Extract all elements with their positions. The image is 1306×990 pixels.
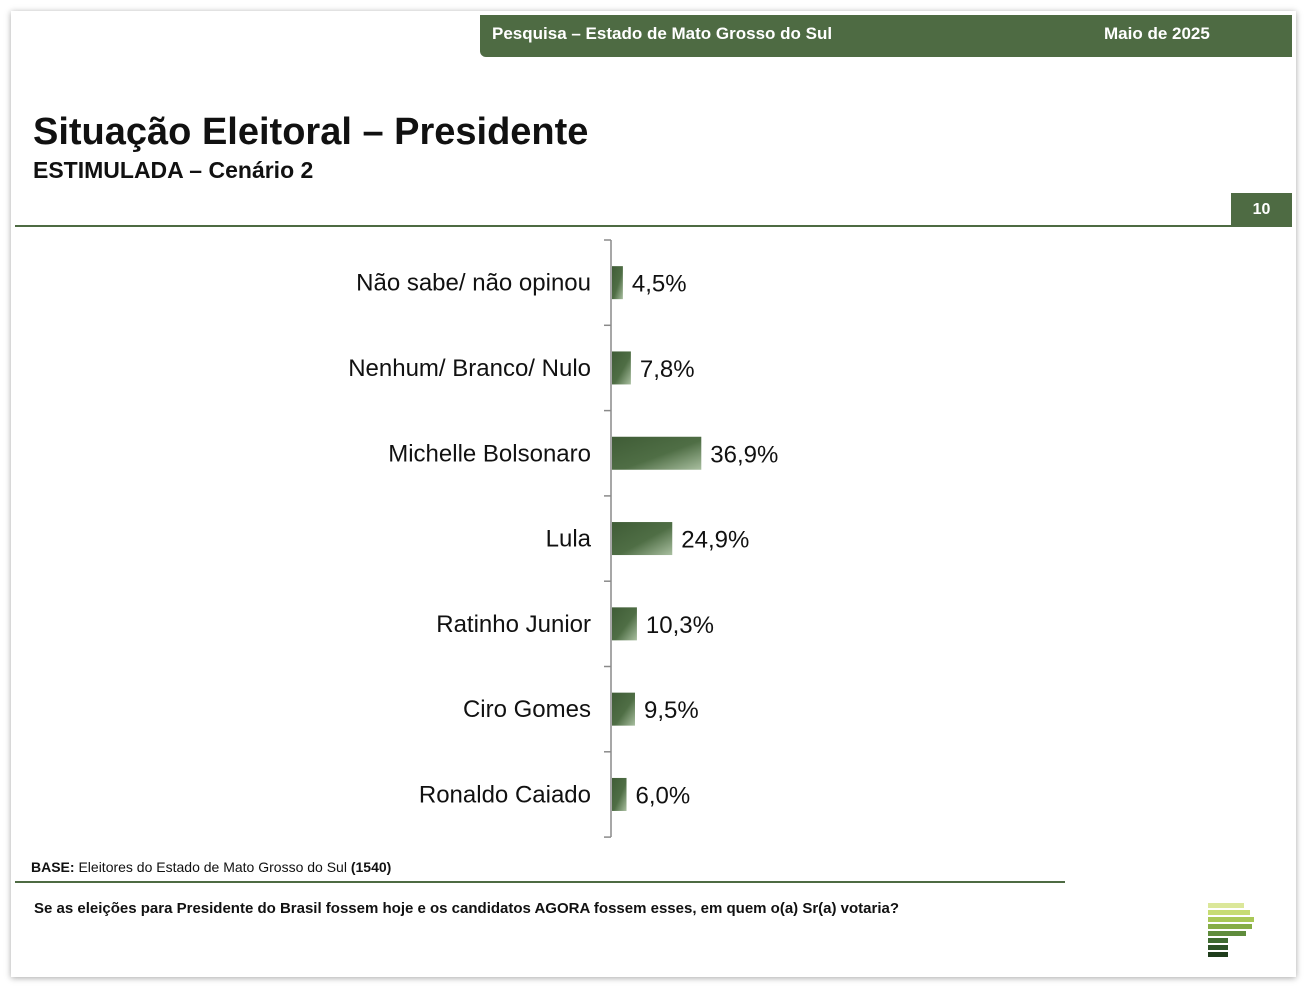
brand-logo-icon bbox=[1208, 903, 1254, 957]
header-divider bbox=[15, 225, 1292, 227]
footer-divider bbox=[15, 881, 1065, 883]
date-label: Maio de 2025 bbox=[1104, 24, 1210, 43]
value-label: 7,8% bbox=[640, 356, 695, 383]
bar bbox=[612, 607, 637, 641]
page-subtitle: ESTIMULADA – Cenário 2 bbox=[33, 157, 314, 183]
bar bbox=[612, 692, 635, 726]
bar bbox=[612, 351, 631, 385]
category-label: Lula bbox=[546, 526, 592, 553]
base-text: Eleitores do Estado de Mato Grosso do Su… bbox=[78, 859, 347, 875]
bar bbox=[612, 436, 702, 470]
category-label: Não sabe/ não opinou bbox=[356, 270, 591, 297]
survey-question: Se as eleições para Presidente do Brasil… bbox=[34, 900, 900, 917]
value-label: 4,5% bbox=[632, 271, 687, 298]
survey-label: Pesquisa – Estado de Mato Grosso do Sul bbox=[492, 24, 833, 43]
header-bar: Pesquisa – Estado de Mato Grosso do Sul … bbox=[480, 15, 1292, 57]
base-note: BASE: Eleitores do Estado de Mato Grosso… bbox=[31, 859, 391, 875]
category-label: Nenhum/ Branco/ Nulo bbox=[348, 355, 591, 382]
bar bbox=[612, 522, 673, 556]
slide: Pesquisa – Estado de Mato Grosso do Sul … bbox=[11, 11, 1296, 977]
value-label: 6,0% bbox=[636, 782, 691, 809]
category-label: Michelle Bolsonaro bbox=[388, 440, 591, 467]
page-number-badge: 10 bbox=[1231, 193, 1292, 226]
category-label: Ratinho Junior bbox=[436, 611, 591, 638]
category-label: Ciro Gomes bbox=[463, 696, 591, 723]
value-label: 9,5% bbox=[644, 697, 699, 724]
base-label: BASE: bbox=[31, 859, 75, 875]
bar-chart: Não sabe/ não opinou 4,5% Nenhum/ Branco/ … bbox=[348, 239, 778, 838]
page-title: Situação Eleitoral – Presidente bbox=[33, 111, 589, 153]
category-label: Ronaldo Caiado bbox=[419, 781, 591, 808]
value-label: 36,9% bbox=[710, 441, 778, 468]
value-label: 10,3% bbox=[646, 612, 714, 639]
bar bbox=[612, 266, 623, 300]
bar bbox=[612, 777, 627, 811]
base-count: (1540) bbox=[350, 859, 392, 875]
value-label: 24,9% bbox=[681, 527, 749, 554]
